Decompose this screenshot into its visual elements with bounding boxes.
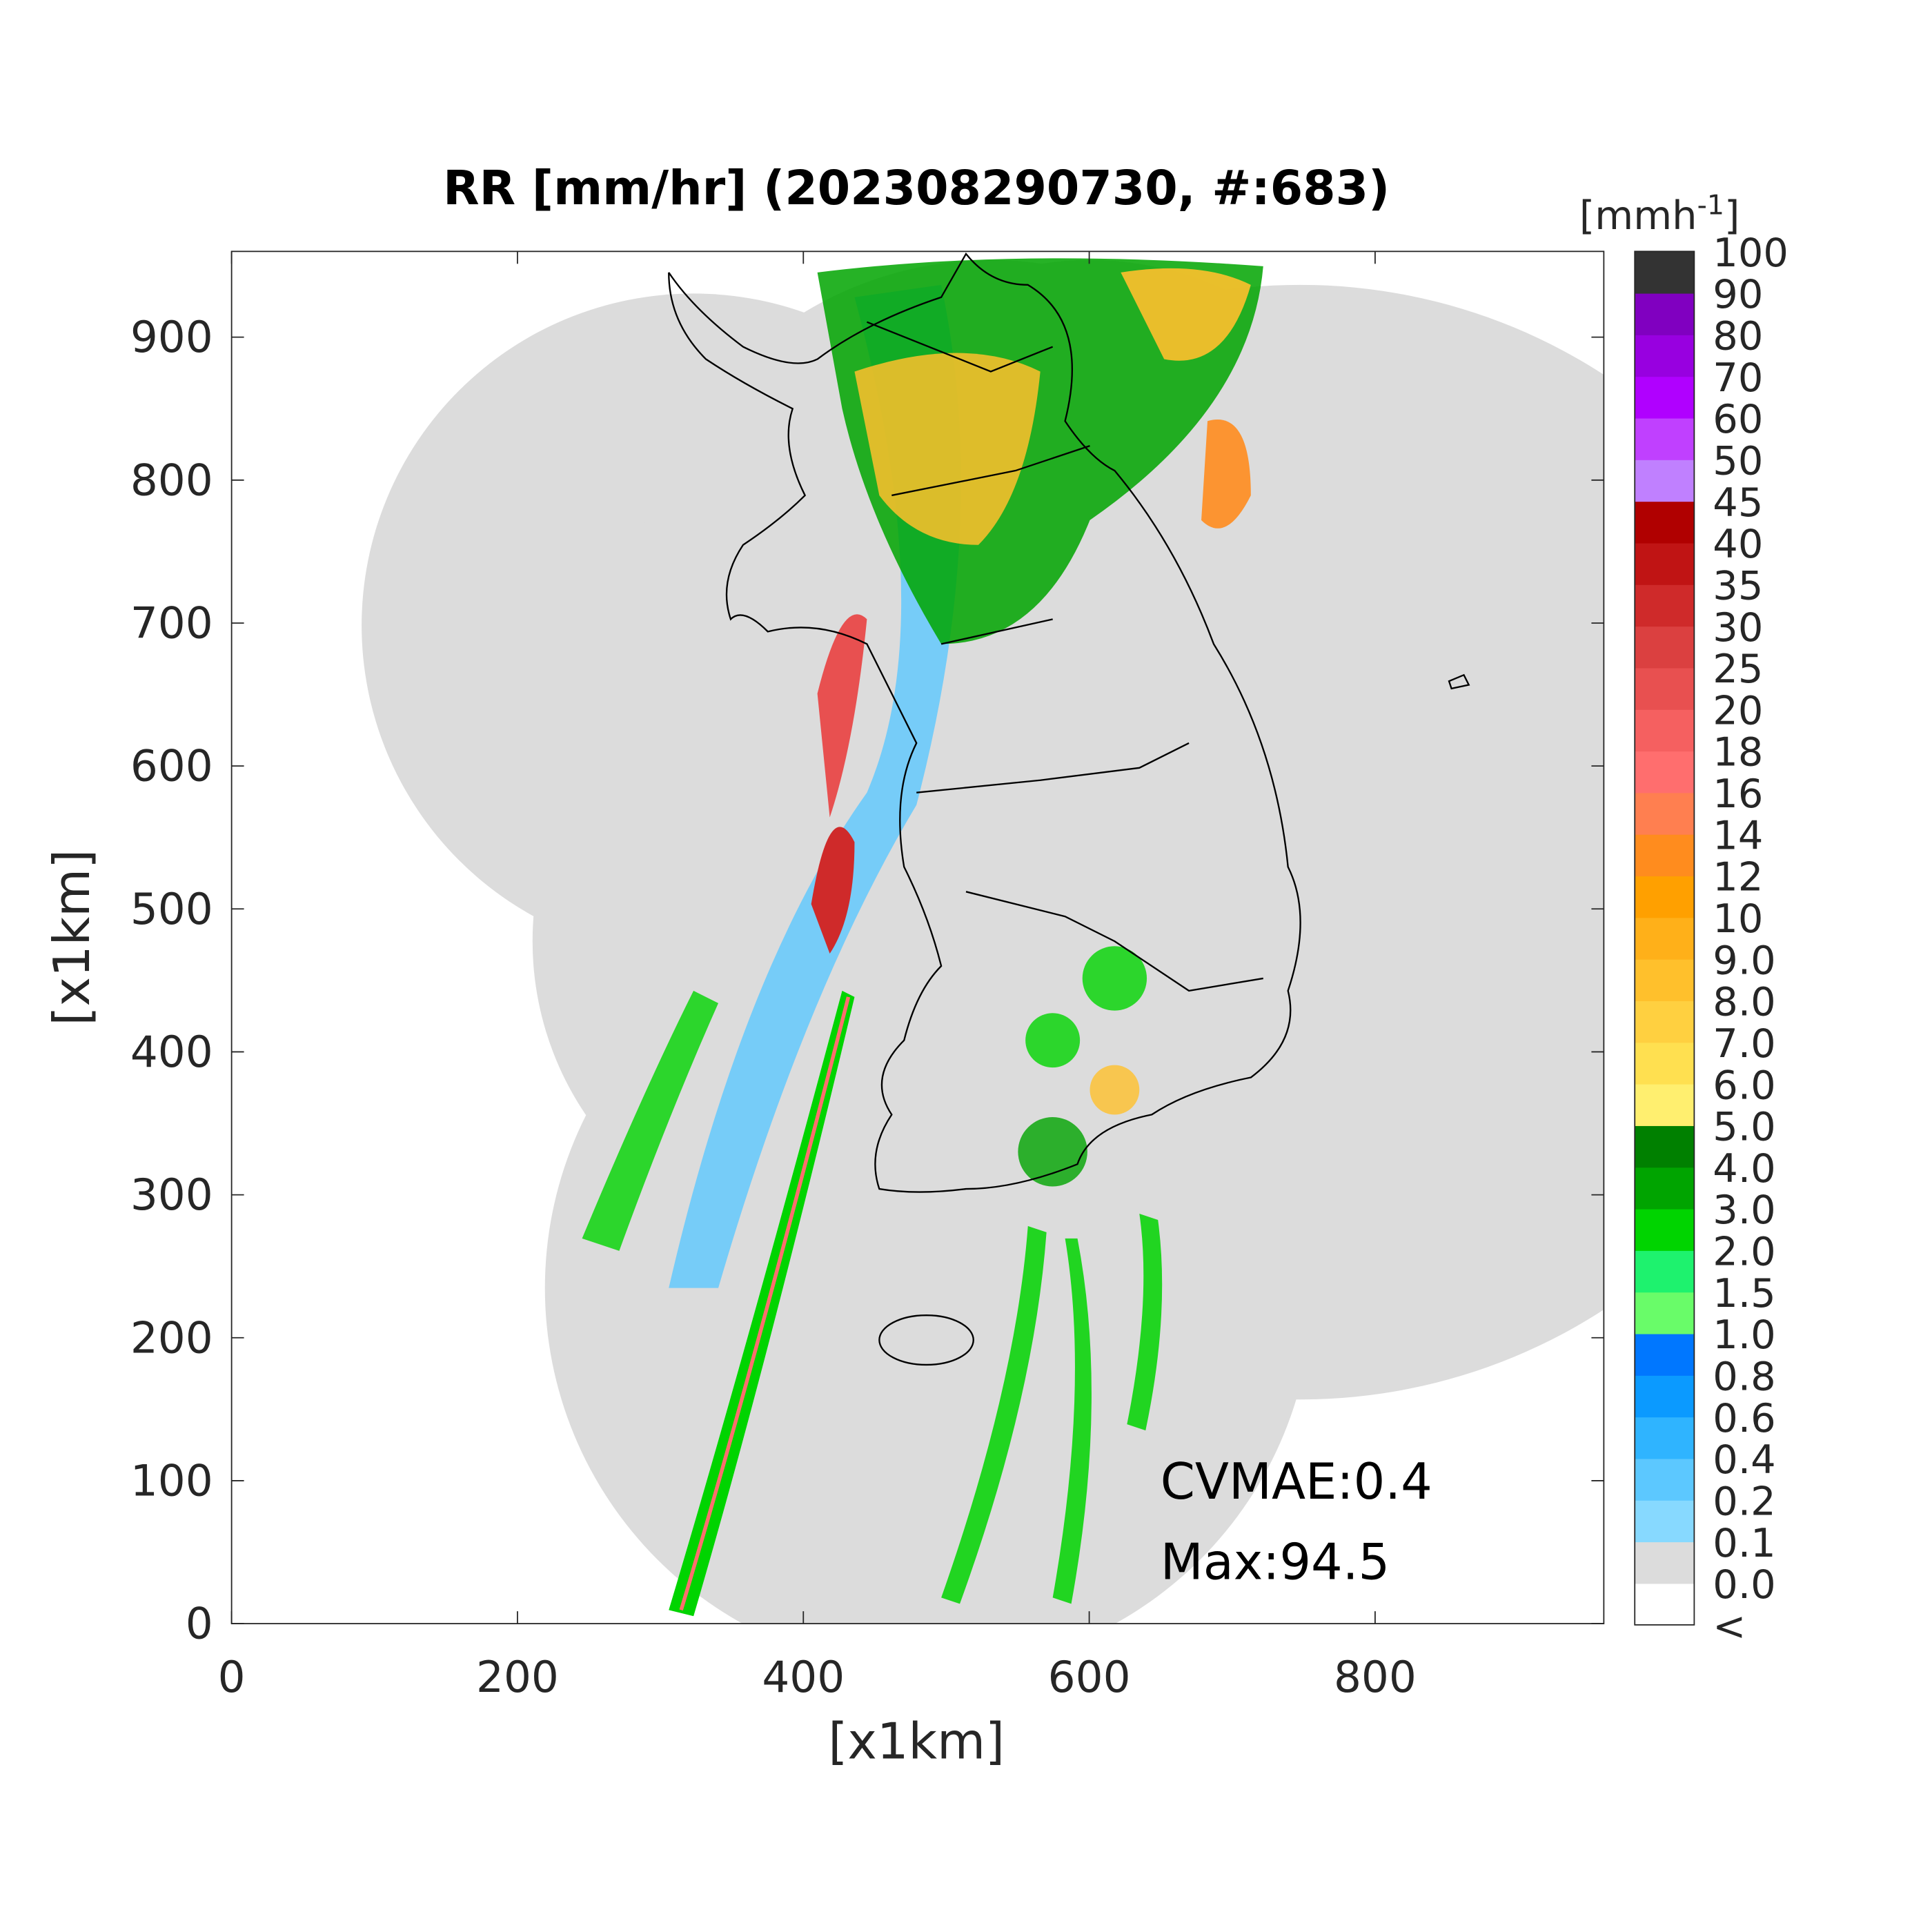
- colorbar-segment: [1635, 417, 1695, 460]
- colorbar-frame: [1634, 250, 1695, 1626]
- y-tick-label: 600: [130, 741, 213, 791]
- x-tick-label: 800: [1334, 1652, 1417, 1702]
- colorbar-tick-label: 50: [1713, 437, 1763, 484]
- colorbar-segment: [1635, 1042, 1695, 1085]
- coastline: [668, 252, 1470, 1366]
- colorbar-tick-label: 0.4: [1713, 1437, 1775, 1483]
- colorbar-tick-label: 14: [1713, 812, 1763, 858]
- colorbar-segment: [1635, 876, 1695, 918]
- colorbar-tick-label: 60: [1713, 396, 1763, 442]
- colorbar-tick-label: 18: [1713, 729, 1763, 776]
- colorbar-segment: [1635, 1208, 1695, 1251]
- colorbar-segment: [1635, 626, 1695, 669]
- colorbar-tick-label: 2.0: [1713, 1229, 1775, 1275]
- y-tick-label: 400: [130, 1027, 213, 1077]
- colorbar-tick-label: 45: [1713, 480, 1763, 526]
- colorbar-segment: [1635, 1167, 1695, 1210]
- colorbar-tick-label: 1.5: [1713, 1270, 1775, 1317]
- colorbar-tick-label: 16: [1713, 771, 1763, 817]
- colorbar-tick-label: 100: [1713, 230, 1788, 276]
- colorbar-segment: [1635, 293, 1695, 335]
- colorbar-tick-label: 20: [1713, 687, 1763, 733]
- colorbar-segment: [1635, 917, 1695, 960]
- colorbar-tick-label: 8.0: [1713, 979, 1775, 1025]
- y-tick-label: 700: [130, 598, 213, 649]
- colorbar-tick-label: 9.0: [1713, 937, 1775, 983]
- colorbar-tick-label: 70: [1713, 355, 1763, 401]
- chart-title: RR [mm/hr] (202308290730, #:683): [443, 161, 1390, 216]
- colorbar-segment: [1635, 1541, 1695, 1584]
- colorbar-segment: [1635, 958, 1695, 1001]
- colorbar-segment: [1635, 1583, 1695, 1626]
- plot-frame: [230, 250, 1605, 1624]
- colorbar-tick-label: 0.6: [1713, 1395, 1775, 1441]
- y-tick-label: 300: [130, 1170, 213, 1220]
- colorbar-tick-label: 0.0: [1713, 1561, 1775, 1608]
- colorbar-tick-label: 0.8: [1713, 1353, 1775, 1399]
- y-tick-label: 900: [130, 312, 213, 362]
- colorbar-segment: [1635, 667, 1695, 710]
- colorbar-segment: [1635, 1458, 1695, 1501]
- colorbar-tick-label: 4.0: [1713, 1145, 1775, 1192]
- colorbar-segment: [1635, 751, 1695, 793]
- colorbar-segment: [1635, 1417, 1695, 1459]
- colorbar-segment: [1635, 709, 1695, 752]
- colorbar-tick-label: 25: [1713, 646, 1763, 692]
- colorbar-tick-label: <: [1713, 1603, 1746, 1649]
- colorbar-tick-label: 7.0: [1713, 1021, 1775, 1067]
- colorbar-segment: [1635, 1499, 1695, 1543]
- colorbar-tick-label: 5.0: [1713, 1104, 1775, 1150]
- colorbar-segment: [1635, 1250, 1695, 1293]
- x-tick-label: 0: [218, 1652, 246, 1702]
- colorbar-tick-label: 0.2: [1713, 1478, 1775, 1524]
- annotation: CVMAE:0.4: [1161, 1452, 1432, 1510]
- colorbar-segment: [1635, 542, 1695, 585]
- colorbar-tick-label: 0.1: [1713, 1520, 1775, 1566]
- colorbar-tick-label: 6.0: [1713, 1062, 1775, 1108]
- colorbar-segment: [1635, 834, 1695, 877]
- colorbar-segment: [1635, 376, 1695, 419]
- colorbar-tick-label: 90: [1713, 271, 1763, 317]
- colorbar-tick-label: 10: [1713, 896, 1763, 942]
- colorbar-segment: [1635, 251, 1695, 294]
- colorbar-label: [mmh-1]: [1579, 190, 1739, 239]
- colorbar-label-close: ]: [1724, 193, 1739, 239]
- colorbar-segment: [1635, 459, 1695, 502]
- colorbar-segment: [1635, 792, 1695, 835]
- colorbar-tick-label: 1.0: [1713, 1312, 1775, 1358]
- colorbar-tick-label: 80: [1713, 313, 1763, 359]
- colorbar-segment: [1635, 1374, 1695, 1418]
- colorbar-tick-label: 12: [1713, 854, 1763, 900]
- x-axis-label: [x1km]: [828, 1713, 1005, 1771]
- colorbar-segment: [1635, 1125, 1695, 1168]
- colorbar-tick-label: 30: [1713, 604, 1763, 651]
- colorbar-tick-label: 40: [1713, 521, 1763, 567]
- colorbar-segment: [1635, 1083, 1695, 1126]
- y-tick-label: 0: [186, 1599, 213, 1649]
- colorbar-segment: [1635, 1333, 1695, 1376]
- colorbar-label-exponent: -1: [1697, 190, 1724, 221]
- radar-field: [362, 252, 1604, 1624]
- y-tick-label: 200: [130, 1312, 213, 1363]
- annotation: Max:94.5: [1161, 1532, 1390, 1590]
- x-tick-label: 600: [1048, 1652, 1131, 1702]
- colorbar-segment: [1635, 1292, 1695, 1334]
- colorbar-label-text: [mmh: [1579, 193, 1697, 239]
- y-tick-label: 800: [130, 455, 213, 505]
- x-tick-label: 400: [762, 1652, 845, 1702]
- colorbar-segment: [1635, 334, 1695, 377]
- y-axis-label: [x1km]: [43, 849, 101, 1026]
- x-tick-label: 200: [476, 1652, 559, 1702]
- colorbar-segment: [1635, 1000, 1695, 1043]
- colorbar-tick-label: 35: [1713, 562, 1763, 609]
- y-tick-label: 100: [130, 1455, 213, 1506]
- colorbar-segment: [1635, 501, 1695, 544]
- y-tick-label: 500: [130, 884, 213, 934]
- colorbar-tick-label: 3.0: [1713, 1187, 1775, 1233]
- colorbar-segment: [1635, 584, 1695, 627]
